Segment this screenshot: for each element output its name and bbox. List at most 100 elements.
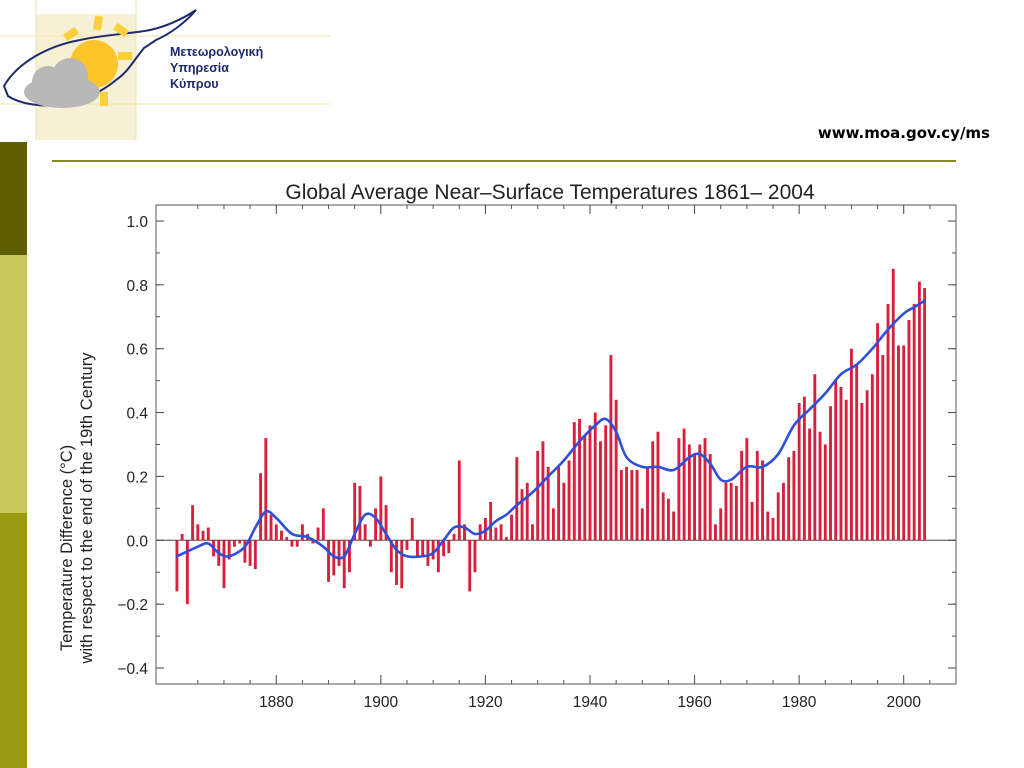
bar-1947 [625,466,629,541]
bar-1907 [416,540,419,557]
bar-1866 [201,530,205,541]
bar-1996 [881,355,885,541]
bar-1942 [599,441,602,541]
bar-1879 [269,514,273,541]
bar-1909 [426,540,430,566]
bar-2002 [912,303,916,541]
y-axis-label-line-2: with respect to the end of the 19th Cent… [78,352,96,665]
bar-1980 [797,402,801,541]
bar-1888 [316,527,320,541]
bar-1899 [374,508,378,541]
bar-1897 [363,524,367,541]
bar-1935 [562,482,566,541]
site-url: www.moa.gov.cy/ms [817,124,990,142]
bar-1984 [818,431,822,541]
bar-2004 [923,288,927,541]
bar-1890 [327,540,330,582]
bar-1939 [583,434,587,541]
bar-1943 [604,425,608,541]
bar-1932 [546,466,550,541]
bar-1880 [274,524,278,541]
bar-1948 [630,470,634,541]
bar-1953 [656,431,660,541]
bar-1867 [206,527,210,541]
bar-1946 [619,470,623,541]
bar-1982 [808,428,812,541]
bar-1865 [196,524,200,541]
bar-1892 [337,540,341,566]
bar-1895 [353,482,357,541]
x-tick-label: 1980 [782,694,817,711]
bar-1884 [295,540,299,547]
bar-1962 [703,438,707,541]
bar-1983 [813,374,817,541]
bar-1870 [222,540,226,589]
bar-1959 [687,444,691,541]
bar-1882 [285,537,289,541]
bar-1875 [248,540,252,566]
bar-1944 [609,355,613,541]
bar-1988 [839,387,843,541]
org-name-line-1: Μετεωρολογική [170,45,264,59]
bar-1993 [865,390,869,541]
bar-1876 [253,540,257,570]
y-tick-label: 0.2 [126,469,148,486]
bar-1861 [175,540,179,592]
bar-1965 [719,508,723,541]
stripe-light [0,255,27,513]
bar-1957 [677,438,681,541]
bar-1918 [473,540,477,573]
x-tick-label: 1880 [259,694,294,711]
bar-1906 [410,517,414,541]
bar-1871 [227,540,231,560]
bar-1985 [823,444,827,541]
bar-1998 [891,268,895,541]
org-name-line-3: Κύπρου [170,77,219,91]
bar-1922 [494,527,498,541]
bar-1994 [870,374,874,541]
bar-1934 [557,466,561,541]
bar-1967 [729,482,733,541]
bar-1971 [750,501,754,541]
bar-1964 [714,524,717,541]
bar-1938 [578,418,581,541]
y-axis-label-line-1: Temperature Difference (°C) [58,445,76,651]
bar-1915 [457,460,461,541]
bar-1903 [395,540,398,586]
bar-1914 [452,533,456,541]
bar-1898 [368,540,372,547]
bar-1978 [787,457,791,541]
bar-1863 [185,540,189,605]
bar-1873 [238,540,242,544]
bar-1974 [766,511,770,541]
bar-1997 [886,303,890,541]
bar-1872 [232,540,236,547]
header-divider [52,160,956,162]
bar-1864 [191,505,195,541]
bar-1929 [531,524,534,541]
bar-1877 [259,473,263,541]
axes-group: −0.4 −0.2 0.0 0.2 0.4 0.6 0.8 1.0 1880 1900 1920 19… [117,205,957,711]
bar-1949 [635,470,639,541]
bar-1926 [515,457,519,541]
x-tick-label: 2000 [886,694,921,711]
bar-1901 [384,505,388,541]
bar-1893 [342,540,346,589]
y-tick-label: −0.4 [117,661,148,678]
bar-1889 [321,508,325,541]
bar-1925 [510,514,513,541]
bar-1885 [300,524,304,541]
bar-1933 [551,508,555,541]
bar-1973 [761,460,764,541]
y-tick-label: 0.4 [126,406,148,423]
bars-group [175,268,927,605]
bar-1917 [468,540,472,592]
x-tick-label: 1920 [468,694,503,711]
bar-1969 [740,450,744,541]
bar-1936 [567,460,571,541]
org-name: Μετεωρολογική Υπηρεσία Κύπρου [170,44,263,92]
y-tick-label: 1.0 [126,214,148,231]
x-tick-label: 1960 [677,694,712,711]
bar-1955 [666,498,670,541]
bar-1976 [776,492,780,541]
